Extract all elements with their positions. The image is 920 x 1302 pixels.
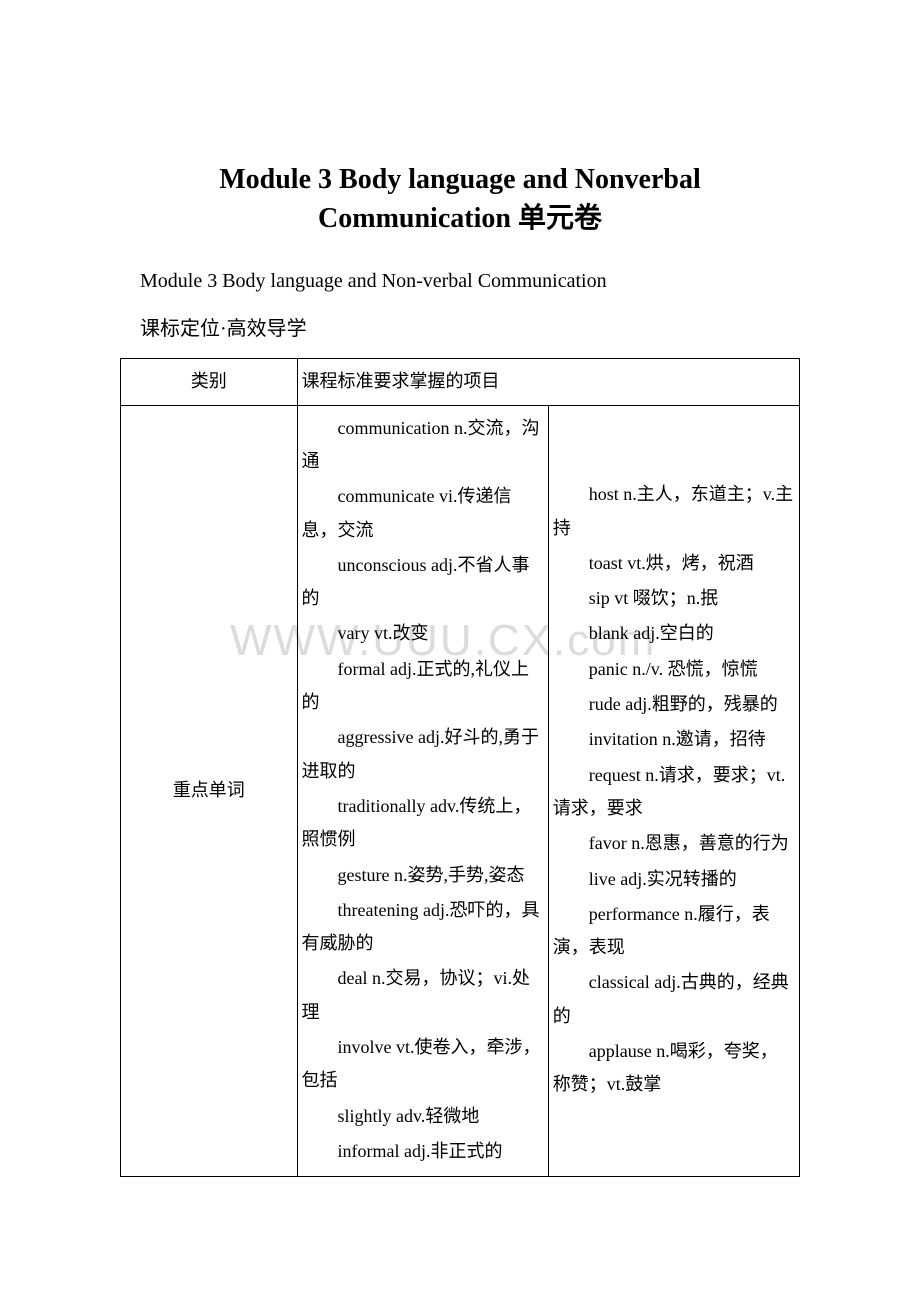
vocab-item: classical adj.古典的，经典的 xyxy=(553,966,795,1033)
vocab-item: threatening adj.恐吓的，具有威胁的 xyxy=(302,894,544,961)
vocab-item: rude adj.粗野的，残暴的 xyxy=(553,688,795,721)
row-label-vocab: 重点单词 xyxy=(121,405,298,1177)
vocab-item: invitation n.邀请，招待 xyxy=(553,723,795,756)
vocab-item: vary vt.改变 xyxy=(302,617,544,650)
vocab-item: panic n./v. 恐慌，惊慌 xyxy=(553,653,795,686)
vocab-item: blank adj.空白的 xyxy=(553,617,795,650)
vocab-table: 类别 课程标准要求掌握的项目 重点单词 communication n.交流，沟… xyxy=(120,358,800,1177)
vocab-item: communicate vi.传递信息，交流 xyxy=(302,480,544,547)
table-row: 重点单词 communication n.交流，沟通 communicate v… xyxy=(121,405,800,1177)
vocab-item: involve vt.使卷入，牵涉，包括 xyxy=(302,1031,544,1098)
page-title: Module 3 Body language and Nonverbal Com… xyxy=(120,160,800,238)
vocab-item: live adj.实况转播的 xyxy=(553,863,795,896)
document-page: Module 3 Body language and Nonverbal Com… xyxy=(0,0,920,1177)
vocab-item: communication n.交流，沟通 xyxy=(302,412,544,479)
vocab-item: host n.主人，东道主；v.主持 xyxy=(553,478,795,545)
vocab-item: applause n.喝彩，夸奖，称赞；vt.鼓掌 xyxy=(553,1035,795,1102)
intro-line-1: Module 3 Body language and Non-verbal Co… xyxy=(120,262,800,300)
vocab-item: informal adj.非正式的 xyxy=(302,1135,544,1168)
vocab-item: toast vt.烘，烤，祝酒 xyxy=(553,547,795,580)
vocab-item: request n.请求，要求；vt.请求，要求 xyxy=(553,759,795,826)
header-requirements: 课程标准要求掌握的项目 xyxy=(297,359,799,405)
vocab-column-a: communication n.交流，沟通 communicate vi.传递信… xyxy=(297,405,548,1177)
table-header-row: 类别 课程标准要求掌握的项目 xyxy=(121,359,800,405)
vocab-item: traditionally adv.传统上，照惯例 xyxy=(302,790,544,857)
vocab-item: gesture n.姿势,手势,姿态 xyxy=(302,859,544,892)
header-category: 类别 xyxy=(121,359,298,405)
vocab-item: formal adj.正式的,礼仪上的 xyxy=(302,653,544,720)
vocab-item: sip vt 啜饮；n.抿 xyxy=(553,582,795,615)
vocab-item: favor n.恩惠，善意的行为 xyxy=(553,827,795,860)
vocab-item: deal n.交易，协议；vi.处理 xyxy=(302,962,544,1029)
vocab-column-b: host n.主人，东道主；v.主持 toast vt.烘，烤，祝酒 sip v… xyxy=(548,405,799,1177)
intro-line-2: 课标定位·高效导学 xyxy=(120,310,800,348)
vocab-item: performance n.履行，表演，表现 xyxy=(553,898,795,965)
vocab-item: slightly adv.轻微地 xyxy=(302,1100,544,1133)
vocab-item: aggressive adj.好斗的,勇于进取的 xyxy=(302,721,544,788)
vocab-item: unconscious adj.不省人事的 xyxy=(302,549,544,616)
